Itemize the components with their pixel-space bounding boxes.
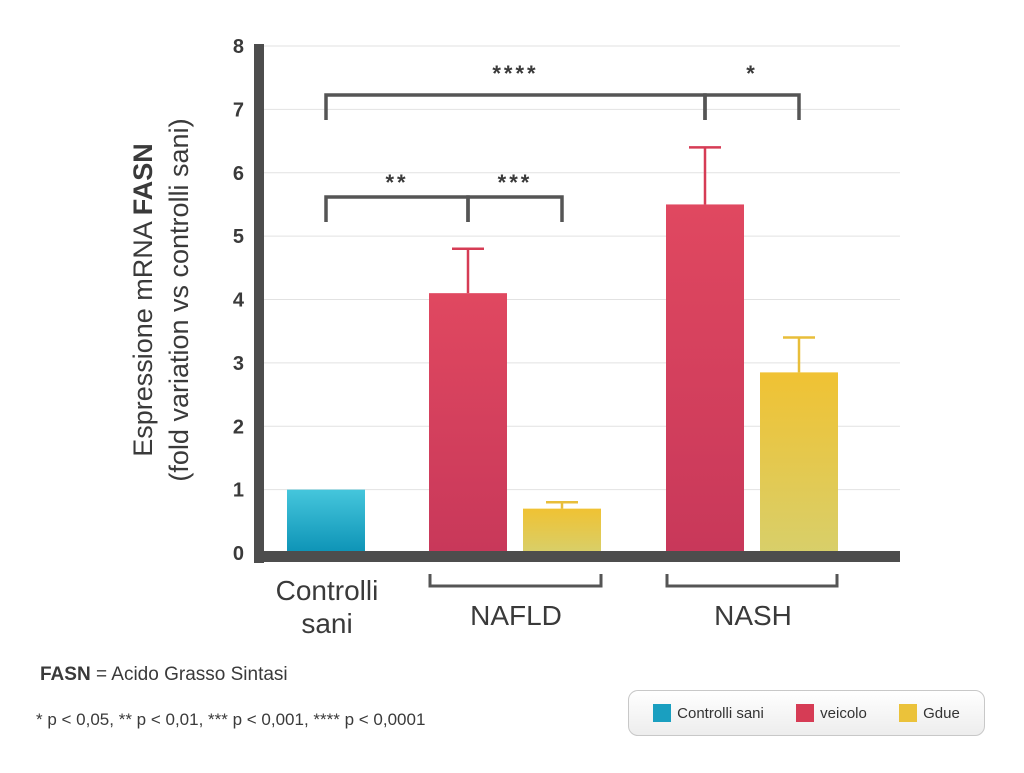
bar [666, 204, 744, 553]
legend-item: Gdue [899, 704, 960, 722]
axes [254, 44, 900, 563]
significance-stars: * [746, 61, 758, 86]
significance-stars: **** [492, 61, 538, 86]
legend-item: veicolo [796, 704, 867, 722]
x-group-label: Controlli [276, 575, 379, 606]
y-tick-label: 8 [233, 36, 244, 58]
y-tick-label: 2 [233, 416, 244, 438]
legend-item: Controlli sani [653, 704, 764, 722]
bars [287, 146, 838, 553]
significance-bracket [324, 93, 707, 120]
legend-label: Controlli sani [677, 704, 764, 722]
bar [287, 489, 365, 553]
bar [523, 508, 601, 553]
footnote-definition: FASN = Acido Grasso Sintasi [40, 664, 288, 686]
x-group-label: NASH [714, 600, 792, 631]
y-tick-label: 4 [233, 290, 245, 312]
significance-bracket [466, 195, 564, 222]
group-bracket [665, 574, 839, 588]
legend: Controlli sani veicolo Gdue [628, 690, 985, 736]
y-axis-title-line1: Espressione mRNA FASN [128, 143, 158, 457]
y-tick-label: 3 [233, 353, 244, 375]
y-axis-title-line2: (fold variation vs controlli sani) [164, 118, 194, 481]
y-tick-label: 0 [233, 543, 244, 565]
footnote-abbr: FASN [40, 664, 91, 685]
legend-swatch [899, 704, 918, 722]
significance-brackets: ** ******* * [324, 61, 801, 222]
y-tick-label: 5 [233, 226, 244, 248]
legend-swatch [653, 704, 672, 722]
y-tick-label: 6 [233, 163, 244, 185]
x-axis [254, 551, 900, 562]
legend-swatch [796, 704, 815, 722]
significance-stars: ** [385, 170, 408, 195]
significance-bracket [703, 93, 801, 120]
y-tick-label: 7 [233, 99, 244, 121]
significance-bracket [324, 195, 470, 222]
x-group-label: NAFLD [470, 600, 562, 631]
footnote-significance: * p < 0,05, ** p < 0,01, *** p < 0,001, … [36, 710, 426, 729]
grid-lines [262, 45, 900, 491]
legend-label: veicolo [820, 704, 867, 722]
group-bracket [428, 574, 603, 588]
legend-label: Gdue [923, 704, 960, 722]
bar [760, 372, 838, 553]
y-axis [254, 44, 264, 563]
significance-stars: *** [498, 170, 533, 195]
footnote-definition-text: = Acido Grasso Sintasi [90, 664, 288, 685]
x-group-label: sani [301, 608, 352, 639]
bar [429, 293, 507, 553]
y-tick-label: 1 [233, 480, 244, 502]
